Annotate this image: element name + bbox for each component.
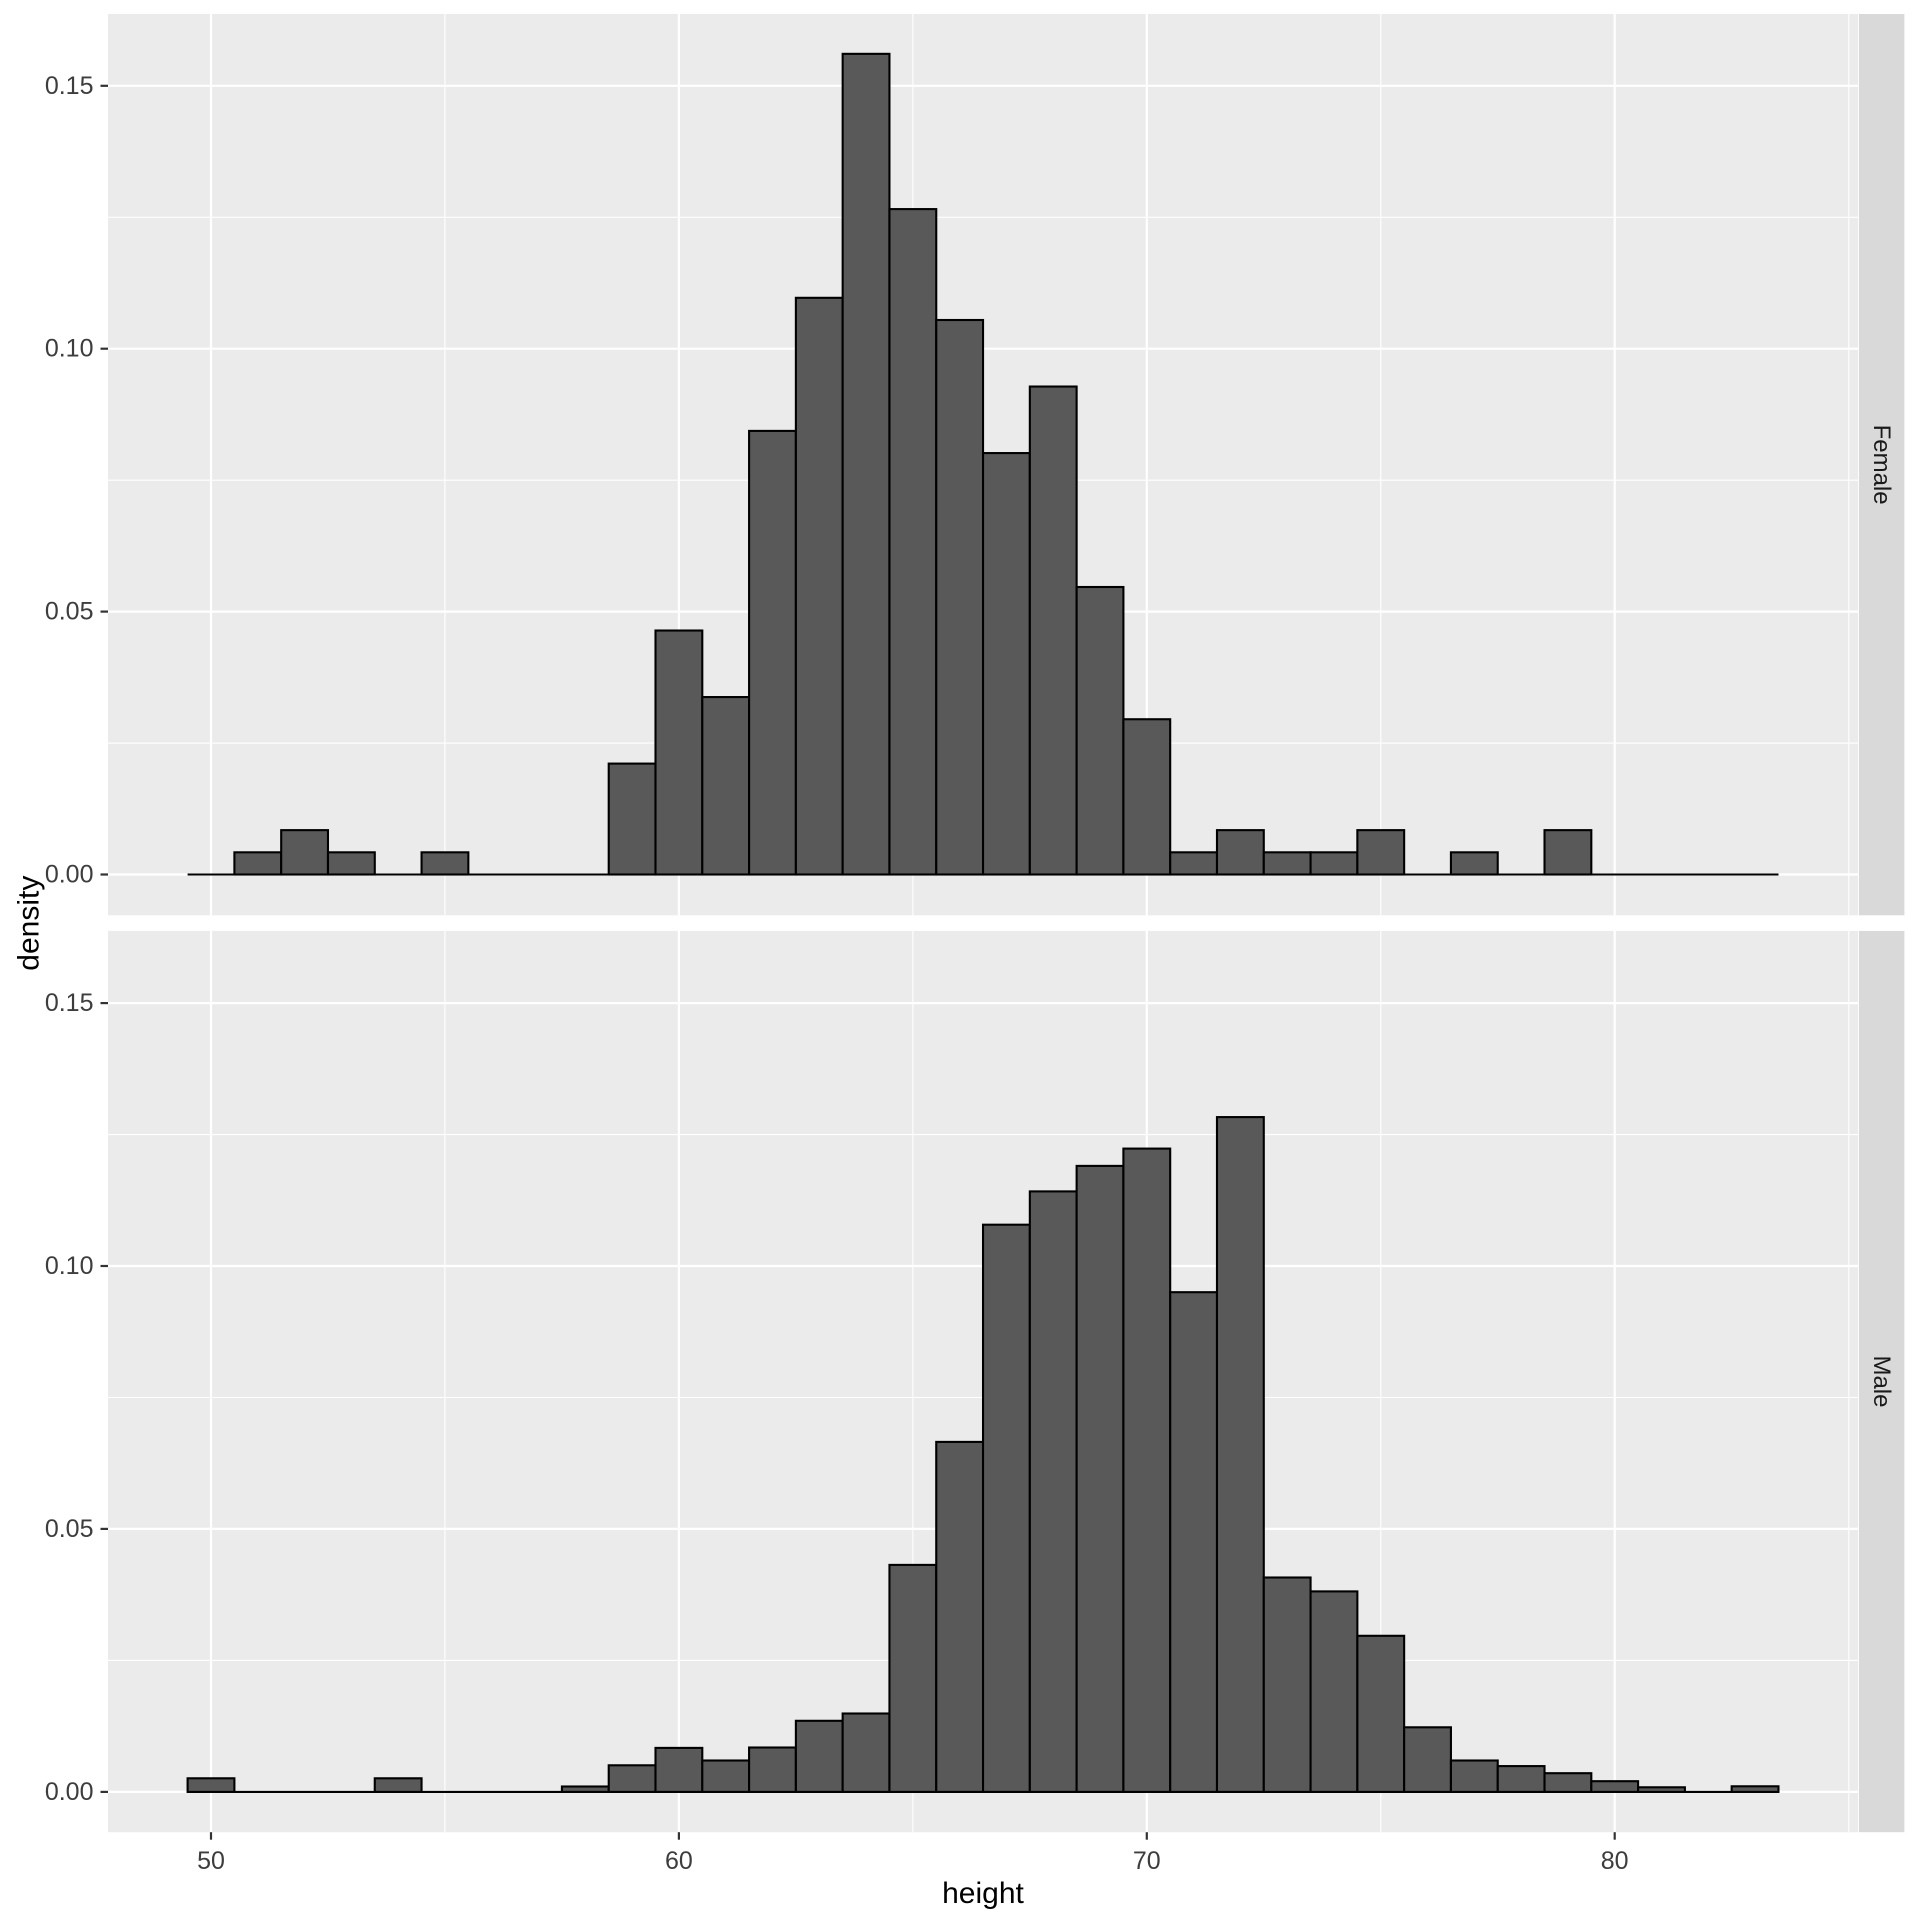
svg-text:80: 80 — [1601, 1847, 1629, 1875]
svg-text:70: 70 — [1133, 1847, 1161, 1875]
svg-text:height: height — [942, 1877, 1024, 1910]
svg-text:Female: Female — [1868, 425, 1895, 505]
svg-text:0.05: 0.05 — [45, 1515, 94, 1543]
svg-text:0.05: 0.05 — [45, 598, 94, 626]
svg-text:60: 60 — [665, 1847, 693, 1875]
svg-text:0.15: 0.15 — [45, 72, 94, 100]
svg-text:0.00: 0.00 — [45, 861, 94, 889]
svg-text:0.10: 0.10 — [45, 335, 94, 363]
svg-text:density: density — [12, 876, 45, 971]
svg-text:0.15: 0.15 — [45, 989, 94, 1017]
svg-text:0.10: 0.10 — [45, 1252, 94, 1280]
svg-text:0.00: 0.00 — [45, 1778, 94, 1806]
svg-text:50: 50 — [197, 1847, 225, 1875]
svg-text:Male: Male — [1868, 1355, 1895, 1407]
